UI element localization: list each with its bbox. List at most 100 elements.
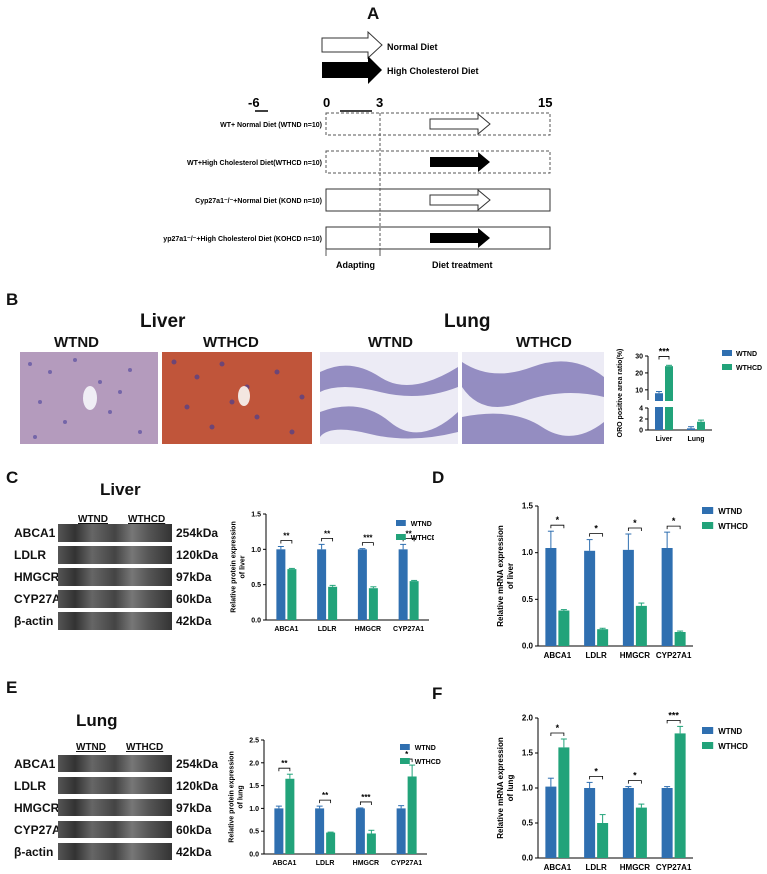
- significance-label: *: [556, 515, 560, 525]
- group-rows: [325, 112, 551, 256]
- y-tick-label: 1.5: [522, 502, 534, 511]
- x-tick-label: CYP27A1: [656, 863, 692, 872]
- blot-band-row: [58, 612, 172, 630]
- legend-swatch: [702, 727, 714, 734]
- blot-size-label: 60kDa: [176, 823, 212, 837]
- significance-bracket: [359, 801, 372, 805]
- significance-label: *: [556, 723, 560, 733]
- y-tick-label: 0.5: [522, 595, 534, 604]
- y-tick-label: 1.0: [249, 806, 259, 813]
- bar: [558, 747, 570, 858]
- blot-band-row: [58, 524, 172, 542]
- lung-wthcd-image: [462, 352, 604, 444]
- timeline-label: 15: [538, 95, 552, 110]
- y-tick-label: 1.0: [522, 784, 534, 793]
- blot-protein-label: LDLR: [14, 548, 46, 562]
- timeline-label: -6: [248, 95, 260, 110]
- significance-bracket: [550, 524, 565, 529]
- legend-normal-diet: Normal Diet: [387, 42, 438, 52]
- blot-protein-label: ABCA1: [14, 526, 56, 540]
- blot-group-label: WTHCD: [126, 742, 164, 753]
- timeline-label: 0: [323, 95, 330, 110]
- blot-protein-label: CYP27A1: [14, 592, 68, 606]
- legend-swatch: [400, 758, 410, 764]
- y-tick-label: 2.0: [522, 714, 534, 723]
- significance-label: *: [633, 518, 637, 528]
- legend-label: WTHCD: [718, 522, 748, 531]
- y-axis-label: ORO positive area ratio(%): [617, 349, 624, 438]
- phase-treatment: Diet treatment: [432, 260, 493, 270]
- blot-band-row: [58, 821, 172, 838]
- bar: [409, 581, 419, 620]
- y-axis-label: Relative mRNA expression: [496, 737, 505, 839]
- blot-protein-label: LDLR: [14, 779, 46, 793]
- x-tick-label: HMGCR: [355, 626, 381, 633]
- y-tick-label: 0.0: [251, 618, 261, 625]
- x-tick-label: CYP27A1: [391, 860, 422, 867]
- bar: [357, 549, 367, 620]
- x-tick-label: LDLR: [585, 863, 607, 872]
- bar: [398, 549, 408, 620]
- chart-c: 0.0 0.5 1.0 1.5 Relative protein expression o…: [231, 512, 435, 634]
- y-tick-label: 2.5: [249, 738, 259, 745]
- legend-label: WTHCD: [411, 535, 434, 542]
- bar: [545, 786, 557, 858]
- img-label: WTHCD: [203, 334, 259, 351]
- panel-a-letter: A: [367, 4, 380, 23]
- x-tick-label: HMGCR: [620, 651, 650, 660]
- row-arrow-icon: [429, 188, 491, 212]
- bar: [355, 808, 365, 854]
- y-tick-label: 0.0: [249, 852, 259, 859]
- x-tick-label: LDLR: [316, 860, 335, 867]
- blot-group-label: WTND: [76, 742, 106, 753]
- blot-band-row: [58, 546, 172, 564]
- blot-protein-label: β-actin: [14, 614, 54, 628]
- legend-swatch: [722, 350, 732, 356]
- bar: [407, 776, 417, 854]
- bar: [584, 550, 596, 646]
- legend-high-cholesterol: High Cholesterol Diet: [387, 66, 479, 76]
- bar: [597, 629, 609, 646]
- blot-c: WTND WTHCD ABCA1 254kDa LDLR 120kDa HMGCR 97kDa…: [0, 510, 245, 645]
- bar: [687, 428, 695, 430]
- significance-label: **: [283, 532, 290, 541]
- significance-label: **: [406, 529, 413, 538]
- legend-label: WTHCD: [736, 365, 762, 372]
- bar: [697, 421, 705, 430]
- panel-b-letter: B: [6, 290, 19, 309]
- legend-swatch: [702, 507, 714, 514]
- blot-size-label: 254kDa: [176, 526, 219, 540]
- x-tick-label: CYP27A1: [393, 626, 424, 633]
- blot-band-row: [58, 590, 172, 608]
- significance-bracket: [321, 537, 334, 542]
- y-tick-label: 0.0: [522, 854, 534, 863]
- significance-label: *: [672, 516, 676, 526]
- liver-title: Liver: [140, 311, 186, 332]
- blot-protein-label: ABCA1: [14, 757, 56, 771]
- bar: [558, 610, 570, 646]
- y-tick-label: 20: [635, 370, 643, 377]
- blot-band-row: [58, 799, 172, 816]
- significance-bracket: [589, 776, 604, 780]
- blot-e: WTND WTHCD ABCA1 254kDa LDLR 120kDa HMGCR 97kDa…: [0, 742, 245, 874]
- bar: [597, 823, 609, 858]
- blot-group-label: WTND: [78, 514, 108, 525]
- legend-swatch: [702, 742, 714, 749]
- bar: [635, 605, 647, 646]
- blot-c-title: Liver: [100, 480, 141, 499]
- significance-label: ***: [659, 346, 670, 356]
- y-tick-label: 1.5: [249, 783, 259, 790]
- significance-bracket: [666, 525, 681, 530]
- x-tick-label: CYP27A1: [656, 651, 692, 660]
- group-label: WT+ Normal Diet (WTND n=10): [220, 122, 322, 129]
- img-label: WTHCD: [516, 334, 572, 351]
- y-axis-label: of lung: [238, 785, 245, 808]
- bar: [622, 549, 634, 646]
- bar: [661, 788, 673, 858]
- legend-label: WTND: [411, 521, 432, 528]
- significance-bracket: [627, 527, 642, 531]
- blot-protein-label: β-actin: [14, 845, 54, 859]
- legend-swatch: [702, 522, 714, 529]
- bar: [584, 788, 596, 858]
- y-tick-label: 10: [635, 387, 643, 394]
